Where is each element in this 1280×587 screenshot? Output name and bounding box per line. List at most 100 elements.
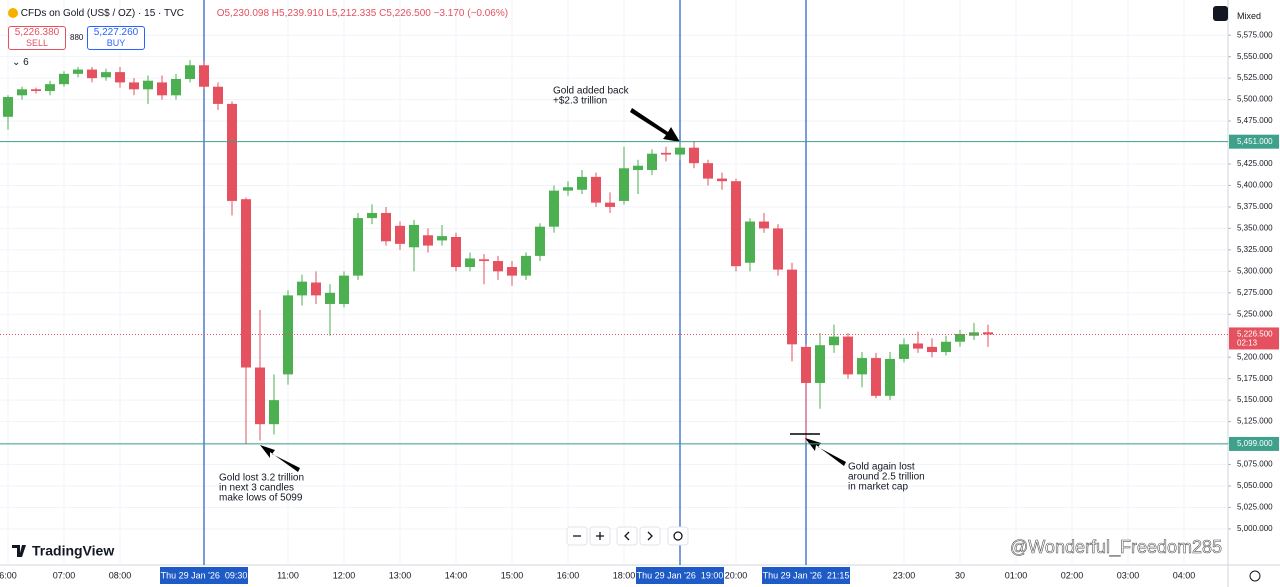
x-tick-label: 14:00 [445, 570, 468, 580]
buy-button[interactable]: 5,227.260 BUY [87, 26, 145, 50]
countdown-label: 02:13 [1237, 339, 1258, 348]
candle-body [927, 346, 937, 353]
candle-body [367, 212, 377, 219]
y-tick-label: 5,275.000 [1237, 288, 1273, 297]
arrow [260, 445, 300, 472]
indicators-toggle[interactable]: ⌄ 6 [12, 57, 29, 68]
candle-body [773, 228, 783, 270]
header: CFDs on Gold (US$ / OZ) · 15 · TVC O5,23… [8, 8, 508, 19]
annotation-text: +$2.3 trillion [553, 96, 607, 107]
x-tick-label: 07:00 [53, 570, 76, 580]
y-tick-label: 5,425.000 [1237, 159, 1273, 168]
y-tick-label: 5,175.000 [1237, 374, 1273, 383]
candle-body [73, 69, 83, 74]
scale-mode[interactable]: Mixed [1237, 11, 1262, 21]
candle-body [255, 367, 265, 425]
y-tick-label: 5,375.000 [1237, 202, 1273, 211]
candle-body [577, 176, 587, 190]
candle-body [213, 86, 223, 104]
sell-label: SELL [25, 38, 49, 48]
x-tick-label: 13:00 [389, 570, 412, 580]
candle-body [451, 236, 461, 268]
candle-body [115, 72, 125, 83]
candle-body [59, 73, 69, 85]
settings-icon[interactable] [1249, 570, 1261, 582]
scroll-left-button[interactable] [616, 526, 638, 546]
crosshair-label-bg [636, 567, 724, 584]
candle-body [437, 236, 447, 241]
candle-body [297, 281, 307, 296]
x-tick-label: 11:00 [277, 570, 299, 580]
candle-body [829, 336, 839, 346]
candle-body [787, 269, 797, 345]
candle-body [535, 226, 545, 256]
sell-button[interactable]: 5,226.380 SELL [8, 26, 66, 50]
candle-body [465, 258, 475, 268]
y-tick-label: 5,300.000 [1237, 266, 1273, 275]
candle-body [423, 235, 433, 246]
last-price-label: 5,226.500 [1237, 330, 1273, 339]
candle-body [31, 89, 41, 92]
annotation-text: Gold added back [553, 86, 630, 97]
candle-body [941, 341, 951, 353]
x-tick-label: 16:00 [557, 570, 580, 580]
candle-body [507, 267, 517, 276]
candle-body [521, 255, 531, 276]
y-tick-label: 5,500.000 [1237, 95, 1273, 104]
annotation-text: Gold again lost [848, 462, 915, 473]
icon [673, 531, 683, 541]
candle-body [395, 225, 405, 244]
candle-body [689, 147, 699, 164]
symbol-icon [8, 8, 18, 19]
x-tick-label: 03:00 [1117, 570, 1140, 580]
buy-label: BUY [106, 38, 126, 48]
x-tick-label: Thu 29 Jan '26 21:15 [763, 570, 850, 580]
arrow [805, 438, 846, 466]
annotation-text: in market cap [848, 482, 908, 493]
candle-body [591, 176, 601, 203]
candle-body [633, 165, 643, 171]
indicator-count: 6 [23, 57, 29, 68]
x-tick-label: 20:00 [725, 570, 748, 580]
candle-body [647, 153, 657, 171]
y-tick-label: 5,050.000 [1237, 481, 1273, 490]
ohlc: O5,230.098 H5,239.910 L5,212.335 C5,226.… [216, 8, 509, 19]
candle-body [717, 178, 727, 182]
candle-body [913, 343, 923, 349]
symbol-title: CFDs on Gold (US$ / OZ) · 15 · TVC [20, 8, 184, 19]
last-price-label-bg [1229, 327, 1279, 350]
price-line-label: 5,099.000 [1237, 439, 1273, 448]
candle-body [969, 332, 979, 336]
candle-body [675, 147, 685, 155]
candle-body [899, 344, 909, 359]
candle-body [955, 334, 965, 342]
candle-body [339, 275, 349, 304]
icon [624, 531, 630, 541]
scroll-right-button[interactable] [639, 526, 661, 546]
candle-body [171, 78, 181, 96]
annotation-text: Gold lost 3.2 trillion [219, 473, 304, 484]
x-tick-label: Thu 29 Jan '26 19:00 [637, 570, 724, 580]
y-tick-label: 5,400.000 [1237, 181, 1273, 190]
crosshair-label-bg [160, 567, 248, 584]
candle-body [269, 400, 279, 425]
y-tick-label: 5,325.000 [1237, 245, 1273, 254]
candle-body [731, 181, 741, 267]
camera-button[interactable] [1213, 6, 1228, 21]
candle-body [885, 358, 895, 396]
candle-body [157, 82, 167, 96]
y-tick-label: 5,075.000 [1237, 460, 1273, 469]
x-tick-label: 04:00 [1173, 570, 1196, 580]
sell-price: 5,226.380 [14, 27, 60, 38]
x-tick-label: 02:00 [1061, 570, 1084, 580]
x-tick-label: 15:00 [501, 570, 524, 580]
y-tick-label: 5,350.000 [1237, 224, 1273, 233]
candle-body [843, 336, 853, 375]
candle-body [745, 221, 755, 263]
y-tick-label: 5,150.000 [1237, 395, 1273, 404]
price-axis-bg [1228, 0, 1280, 587]
reset-button[interactable] [667, 526, 689, 546]
y-tick-label: 5,250.000 [1237, 309, 1273, 318]
watermark: @Wonderful_Freedom285 [1010, 537, 1222, 558]
